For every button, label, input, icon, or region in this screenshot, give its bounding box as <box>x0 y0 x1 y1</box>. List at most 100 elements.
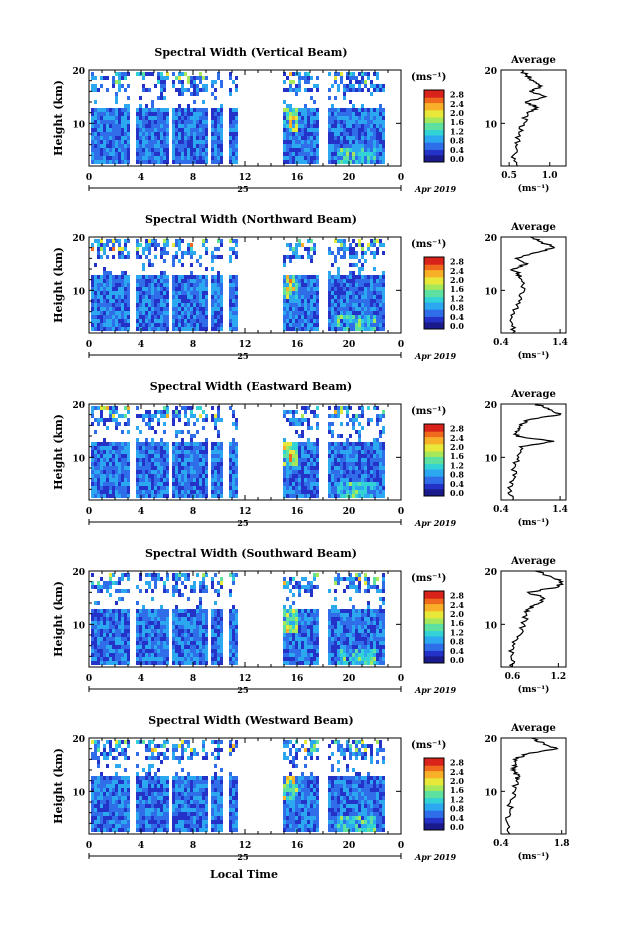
heatmap-cell <box>295 462 298 466</box>
heatmap-cell <box>181 323 184 327</box>
heatmap-cell <box>121 140 124 144</box>
heatmap-cell <box>121 490 124 494</box>
heatmap-cell <box>328 132 331 136</box>
heatmap-cell <box>199 494 202 498</box>
heatmap-cell <box>154 303 157 307</box>
heatmap-cell <box>289 132 292 136</box>
heatmap-cell <box>91 108 94 112</box>
heatmap-cell <box>220 136 223 140</box>
heatmap-cell <box>172 84 175 88</box>
colorbar-tick-label: 0.8 <box>450 470 464 480</box>
heatmap-cell <box>190 303 193 307</box>
heatmap-cell <box>328 72 331 76</box>
heatmap-cell <box>373 140 376 144</box>
heatmap-cell <box>301 311 304 315</box>
heatmap-cell <box>331 263 334 267</box>
heatmap-cell <box>289 462 292 466</box>
panel-2: Spectral Width (Eastward Beam)0 4 8 12 16 20 0… <box>52 380 568 528</box>
heatmap-cell <box>292 462 295 466</box>
heatmap-cell <box>337 466 340 470</box>
heatmap-cell <box>118 315 121 319</box>
heatmap-cell <box>361 251 364 255</box>
heatmap-cell <box>358 470 361 474</box>
heatmap-cell <box>373 486 376 490</box>
heatmap-cell <box>184 649 187 653</box>
heatmap-cell <box>124 72 127 76</box>
heatmap-cell <box>199 128 202 132</box>
heatmap-cell <box>166 609 169 613</box>
heatmap-cell <box>151 136 154 140</box>
heatmap-cell <box>205 446 208 450</box>
heatmap-cell <box>298 434 301 438</box>
y-tick-label: 10 <box>72 454 85 464</box>
heatmap-cell <box>151 100 154 104</box>
colorbar-tick-label: 2.0 <box>450 442 464 452</box>
heatmap-cell <box>289 112 292 116</box>
heatmap-cell <box>217 641 220 645</box>
colorbar-tick-label: 2.0 <box>450 108 464 118</box>
heatmap-cell <box>298 275 301 279</box>
x-tick-label: 20 <box>343 173 356 183</box>
heatmap-cell <box>154 641 157 645</box>
colorbar-unit: (ms⁻¹) <box>411 72 446 83</box>
heatmap-cell <box>154 84 157 88</box>
heatmap-cell <box>166 132 169 136</box>
heatmap-cell <box>358 84 361 88</box>
heatmap-cell <box>346 283 349 287</box>
heatmap-cell <box>91 327 94 331</box>
heatmap-cell <box>181 152 184 156</box>
heatmap-cell <box>166 144 169 148</box>
heatmap-cell <box>232 291 235 295</box>
heatmap-cell <box>370 136 373 140</box>
heatmap-cell <box>172 263 175 267</box>
heatmap-cell <box>361 482 364 486</box>
heatmap-cell <box>352 247 355 251</box>
heatmap-cell <box>352 462 355 466</box>
heatmap-cell <box>142 299 145 303</box>
heatmap-cell <box>94 323 97 327</box>
heatmap-cell <box>178 641 181 645</box>
heatmap-cell <box>229 625 232 629</box>
heatmap-cell <box>199 295 202 299</box>
heatmap-cell <box>160 247 163 251</box>
heatmap-cell <box>379 160 382 164</box>
heatmap-cell <box>214 629 217 633</box>
heatmap-cell <box>334 108 337 112</box>
heatmap-cell <box>184 283 187 287</box>
heatmap-cell <box>196 613 199 617</box>
heatmap-cell <box>151 462 154 466</box>
heatmap-cell <box>163 108 166 112</box>
heatmap-cell <box>379 132 382 136</box>
heatmap-cell <box>316 275 319 279</box>
heatmap-cell <box>103 470 106 474</box>
heatmap-cell <box>193 422 196 426</box>
heatmap-cell <box>100 247 103 251</box>
heatmap-cell <box>295 311 298 315</box>
heatmap-cell <box>127 422 130 426</box>
heatmap-cell <box>127 474 130 478</box>
heatmap-cell <box>304 494 307 498</box>
heatmap-cell <box>292 136 295 140</box>
heatmap-cell <box>163 470 166 474</box>
heatmap-cell <box>346 494 349 498</box>
heatmap-cell <box>193 160 196 164</box>
heatmap-cell <box>139 617 142 621</box>
heatmap-cell <box>349 458 352 462</box>
heatmap-cell <box>382 88 385 92</box>
heatmap-cell <box>148 470 151 474</box>
heatmap-cell <box>136 617 139 621</box>
heatmap-cell <box>136 442 139 446</box>
heatmap-cell <box>199 120 202 124</box>
heatmap-cell <box>136 275 139 279</box>
heatmap-cell <box>163 633 166 637</box>
heatmap-cell <box>148 116 151 120</box>
heatmap-cell <box>358 160 361 164</box>
heatmap-cell <box>229 303 232 307</box>
heatmap-cell <box>157 474 160 478</box>
heatmap-cell <box>373 319 376 323</box>
heatmap-cell <box>334 144 337 148</box>
heatmap-cell <box>163 144 166 148</box>
heatmap-cell <box>91 132 94 136</box>
heatmap-cell <box>136 283 139 287</box>
heatmap-cell <box>232 319 235 323</box>
